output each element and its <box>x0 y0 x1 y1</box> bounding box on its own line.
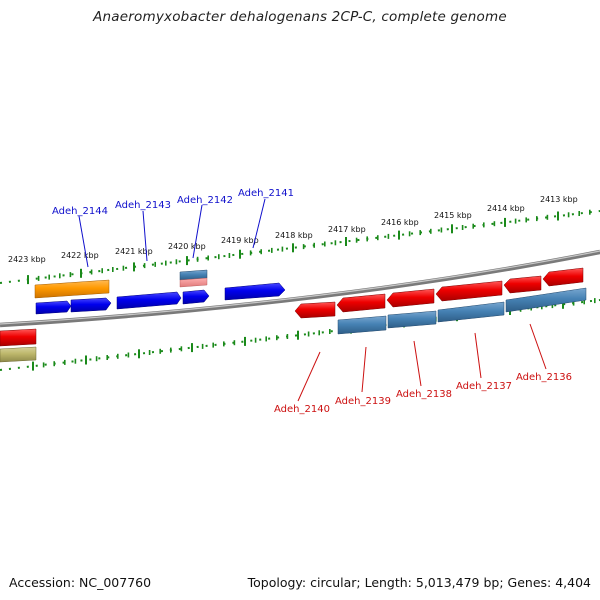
scale-label-2415: 2415 kbp <box>434 211 472 220</box>
gene-label-adeh-2137[interactable]: Adeh_2137 <box>456 381 512 392</box>
cds-arrow-adeh-2136-a <box>503 275 542 294</box>
gene-bar-adeh-2136 <box>505 287 587 313</box>
feature-edge-left <box>0 346 37 363</box>
scale-label-2422: 2422 kbp <box>61 251 99 260</box>
upper-scale: 2423 kbp 2422 kbp 2421 kbp 2420 kbp 2419… <box>0 195 600 285</box>
leader-line-adeh-2139 <box>361 346 367 393</box>
gene-label-adeh-2140[interactable]: Adeh_2140 <box>274 404 330 415</box>
cds-arrow-adeh-2142 <box>182 289 210 305</box>
upper-scale-line <box>0 210 600 284</box>
topology-text: Topology: circular; Length: 5,013,479 bp… <box>247 575 591 590</box>
leader-line-adeh-2141 <box>252 198 266 249</box>
cds-arrow-adeh-2136-b <box>542 267 584 287</box>
accession-text: Accession: NC_007760 <box>9 575 152 590</box>
cds-arrow-adeh-2138 <box>386 288 435 308</box>
lower-scale-line <box>0 299 600 371</box>
bottom-gene-labels: Adeh_2140 Adeh_2139 Adeh_2138 Adeh_2137 … <box>274 323 572 415</box>
gene-label-adeh-2136[interactable]: Adeh_2136 <box>516 372 572 383</box>
gene-label-adeh-2139[interactable]: Adeh_2139 <box>335 396 391 407</box>
gene-label-adeh-2144[interactable]: Adeh_2144 <box>52 206 108 217</box>
map-title: Anaeromyxobacter dehalogenans 2CP-C, com… <box>93 9 507 25</box>
leader-line-adeh-2140 <box>297 351 321 402</box>
cds-arrow-adeh-2140 <box>294 301 336 319</box>
leader-line-adeh-2138 <box>413 340 422 387</box>
scale-label-2419: 2419 kbp <box>221 236 259 245</box>
gene-bar-adeh-2139 <box>337 315 387 335</box>
gene-label-adeh-2142[interactable]: Adeh_2142 <box>177 195 233 206</box>
cds-arrow-adeh-2137 <box>435 280 503 302</box>
scale-label-2416: 2416 kbp <box>381 218 419 227</box>
scale-label-2421: 2421 kbp <box>115 247 153 256</box>
cds-arrow-adeh-2139 <box>336 293 386 313</box>
scale-label-2420: 2420 kbp <box>168 242 206 251</box>
scale-label-2417: 2417 kbp <box>328 225 366 234</box>
leader-line-adeh-2144 <box>78 215 89 268</box>
reverse-strand-features <box>0 267 587 363</box>
genome-backbone <box>0 249 600 328</box>
top-gene-labels: Adeh_2144 Adeh_2143 Adeh_2142 Adeh_2141 <box>52 188 294 268</box>
forward-strand-features <box>34 269 286 315</box>
scale-label-2413: 2413 kbp <box>540 195 578 204</box>
upper-scale-labels: 2423 kbp 2422 kbp 2421 kbp 2420 kbp 2419… <box>8 195 578 264</box>
leader-line-adeh-2142 <box>192 204 203 259</box>
cds-arrow-adeh-2144-b <box>70 297 112 313</box>
gene-bar-adeh-2144 <box>34 279 110 299</box>
leader-line-adeh-2137 <box>474 332 482 379</box>
genome-backbone-highlight <box>0 250 600 325</box>
scale-label-2414: 2414 kbp <box>487 204 525 213</box>
gene-label-adeh-2143[interactable]: Adeh_2143 <box>115 200 171 211</box>
leader-line-adeh-2143 <box>142 210 148 262</box>
scale-label-2418: 2418 kbp <box>275 231 313 240</box>
gene-label-adeh-2141[interactable]: Adeh_2141 <box>238 188 294 199</box>
cds-arrow-adeh-2144-a <box>35 300 72 315</box>
cds-arrow-adeh-2143 <box>116 291 182 310</box>
gene-bar-adeh-2142-pink <box>179 277 208 288</box>
leader-line-adeh-2136 <box>529 323 547 370</box>
gene-label-adeh-2138[interactable]: Adeh_2138 <box>396 389 452 400</box>
cds-edge-left <box>0 328 37 347</box>
scale-label-2423: 2423 kbp <box>8 255 46 264</box>
cds-arrow-adeh-2141 <box>224 282 286 301</box>
upper-scale-ticks <box>27 209 591 285</box>
gene-bar-adeh-2137 <box>437 301 505 323</box>
gene-bar-adeh-2138 <box>387 310 437 329</box>
